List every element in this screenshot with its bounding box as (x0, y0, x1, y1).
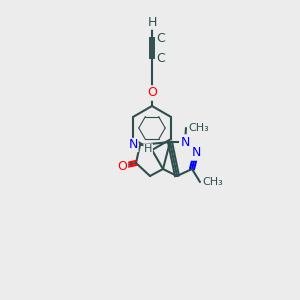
Text: N: N (129, 139, 138, 152)
Text: H: H (147, 16, 157, 28)
Text: H: H (144, 144, 152, 154)
Text: N: N (191, 146, 201, 160)
Text: CH₃: CH₃ (202, 177, 223, 187)
Text: O: O (147, 86, 157, 100)
Text: CH₃: CH₃ (188, 123, 209, 133)
Text: N: N (180, 136, 190, 148)
Text: C: C (156, 32, 165, 44)
Text: C: C (156, 52, 165, 64)
Text: O: O (117, 160, 127, 172)
